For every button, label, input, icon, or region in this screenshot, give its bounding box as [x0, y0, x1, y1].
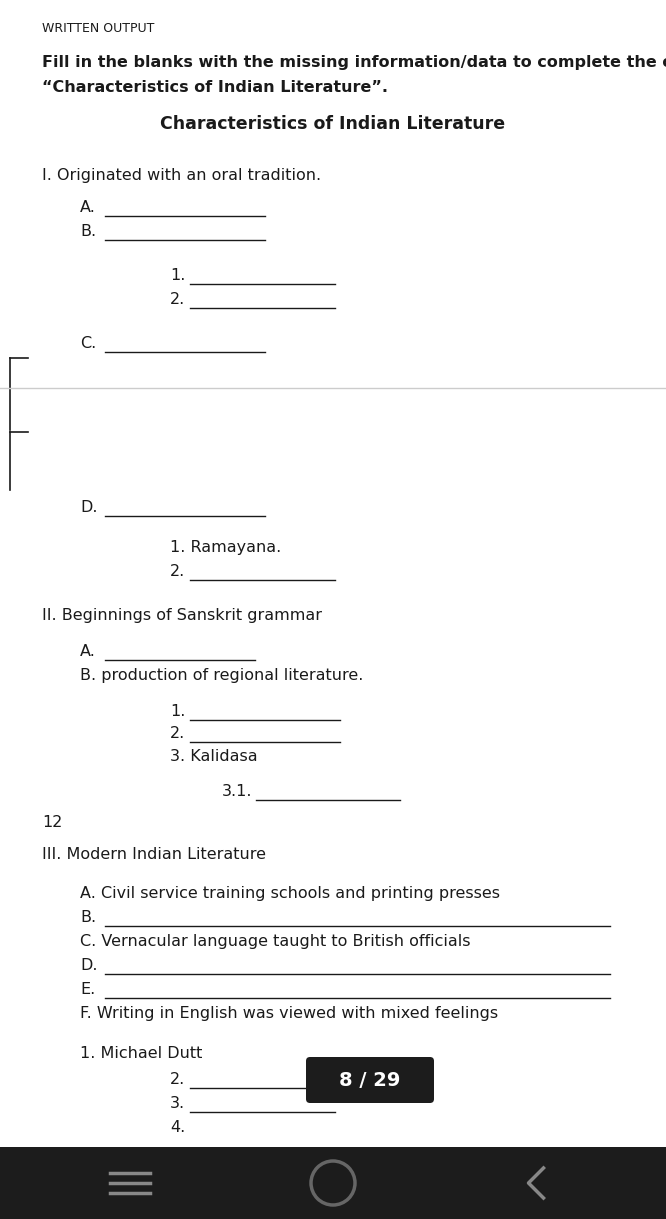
- Text: 1.: 1.: [170, 268, 185, 283]
- Text: F. Writing in English was viewed with mixed feelings: F. Writing in English was viewed with mi…: [80, 1006, 498, 1022]
- Bar: [0, 1147, 666, 1219]
- Text: 12: 12: [42, 816, 63, 830]
- Text: WRITTEN OUTPUT: WRITTEN OUTPUT: [42, 22, 155, 35]
- Text: Characteristics of Indian Literature: Characteristics of Indian Literature: [161, 115, 505, 133]
- Text: 3.1.: 3.1.: [222, 784, 252, 798]
- Text: C.: C.: [80, 336, 97, 351]
- Text: Fill in the blanks with the missing information/data to complete the outline of : Fill in the blanks with the missing info…: [42, 55, 666, 69]
- Text: 2.: 2.: [170, 564, 185, 579]
- Text: 1. Ramayana.: 1. Ramayana.: [170, 540, 281, 555]
- Text: A.: A.: [80, 644, 96, 659]
- Text: I. Originated with an oral tradition.: I. Originated with an oral tradition.: [42, 168, 321, 183]
- Text: 1. Michael Dutt: 1. Michael Dutt: [80, 1046, 202, 1061]
- Text: 3.: 3.: [170, 1096, 185, 1111]
- Text: D.: D.: [80, 958, 97, 973]
- Text: A.: A.: [80, 200, 96, 215]
- Text: 8 / 29: 8 / 29: [339, 1070, 401, 1090]
- Text: 2.: 2.: [170, 293, 185, 307]
- Text: II. Beginnings of Sanskrit grammar: II. Beginnings of Sanskrit grammar: [42, 608, 322, 623]
- Text: 4.: 4.: [170, 1120, 185, 1135]
- Text: E.: E.: [80, 983, 95, 997]
- Text: D.: D.: [80, 500, 97, 514]
- Text: 2.: 2.: [170, 727, 185, 741]
- Text: B. production of regional literature.: B. production of regional literature.: [80, 668, 364, 683]
- Text: III. Modern Indian Literature: III. Modern Indian Literature: [42, 847, 266, 862]
- Text: “Characteristics of Indian Literature”.: “Characteristics of Indian Literature”.: [42, 80, 388, 95]
- Text: A. Civil service training schools and printing presses: A. Civil service training schools and pr…: [80, 886, 500, 901]
- Text: C. Vernacular language taught to British officials: C. Vernacular language taught to British…: [80, 934, 470, 950]
- Text: 2.: 2.: [170, 1072, 185, 1087]
- Text: 1.: 1.: [170, 705, 185, 719]
- FancyBboxPatch shape: [306, 1057, 434, 1103]
- Text: B.: B.: [80, 911, 96, 925]
- Text: B.: B.: [80, 224, 96, 239]
- Text: 3. Kalidasa: 3. Kalidasa: [170, 748, 258, 764]
